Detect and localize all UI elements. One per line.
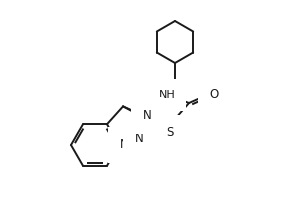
Text: N: N <box>135 132 144 145</box>
Text: N: N <box>143 109 152 122</box>
Text: NH: NH <box>159 90 176 100</box>
Text: N: N <box>120 138 128 152</box>
Text: S: S <box>166 127 174 140</box>
Text: O: O <box>209 88 219 100</box>
